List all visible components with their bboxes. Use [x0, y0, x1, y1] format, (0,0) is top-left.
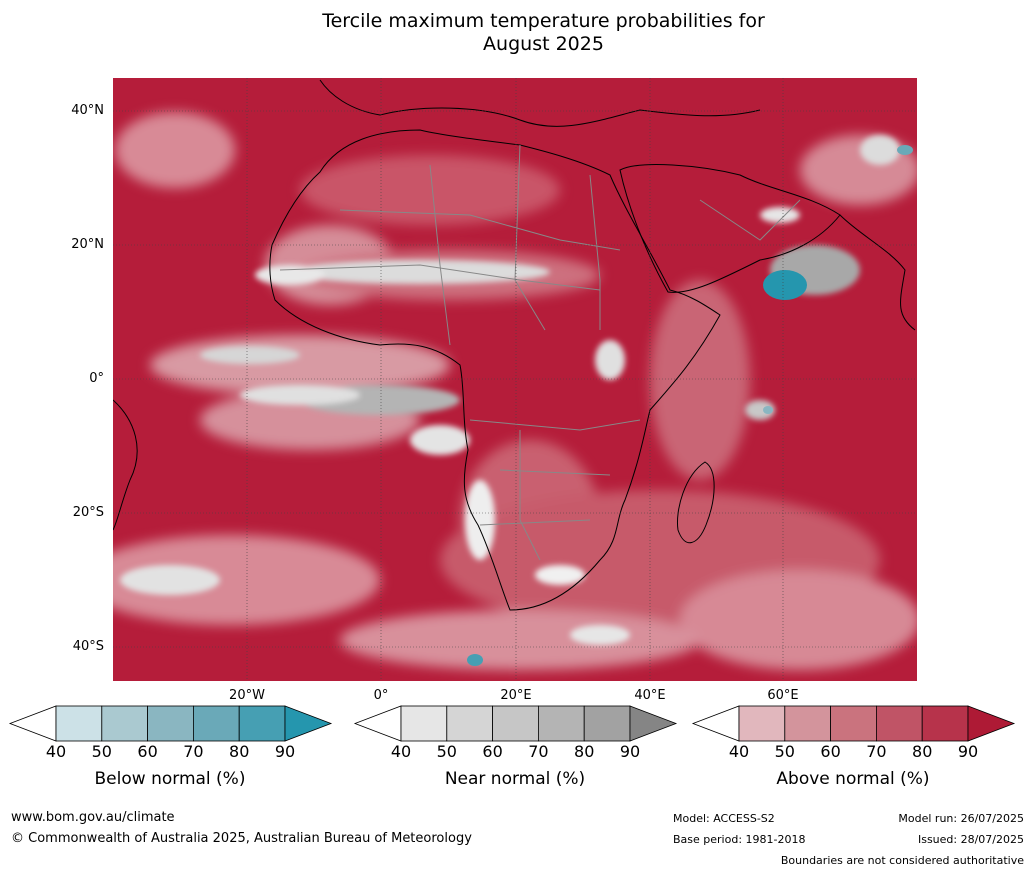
title-line-1: Tercile maximum temperature probabilitie… [322, 10, 765, 32]
below-normal-shading [467, 145, 913, 666]
india-coastline [839, 214, 916, 331]
below-colorbar-segment [147, 705, 194, 742]
lon-label-60e: 60°E [767, 688, 799, 703]
colorbar-above [691, 705, 1016, 742]
near-normal-shading [120, 135, 900, 645]
near-colorbar-segment [583, 705, 631, 742]
above-colorbar-segment [921, 705, 969, 742]
colorbar-below [8, 705, 333, 742]
title-line-2: August 2025 [483, 33, 604, 55]
above-colorbar-tick-label: 70 [866, 742, 887, 761]
lat-label-0: 0° [89, 371, 104, 386]
lon-label-40e: 40°E [634, 688, 666, 703]
lat-label-40s: 40°S [72, 639, 104, 654]
above-colorbar-tick-label: 40 [728, 742, 750, 761]
lon-label-0: 0° [373, 688, 389, 703]
near-colorbar-segment [538, 705, 585, 742]
europe-coastline [319, 79, 761, 127]
above-colorbar-segment [784, 705, 831, 742]
near-colorbar-tick-label: 40 [390, 742, 412, 761]
above-normal-title: Above normal (%) [776, 769, 930, 789]
graticule [113, 78, 917, 681]
colorbar-near [353, 705, 678, 742]
near-colorbar-tick-label: 70 [528, 742, 549, 761]
south-america-coastline [113, 399, 138, 531]
near-colorbar-segment [400, 705, 448, 742]
below-colorbar-tick-label: 40 [45, 742, 67, 761]
above-colorbar-tick-label: 50 [774, 742, 795, 761]
near-colorbar-tick-label: 50 [436, 742, 457, 761]
below-colorbar-tick-label: 70 [183, 742, 204, 761]
below-colorbar-segment [192, 705, 240, 742]
near-colorbar-max-arrow [629, 705, 678, 742]
country-borders [279, 144, 801, 561]
near-colorbar-segment [446, 705, 493, 742]
above-colorbar-segment [876, 705, 923, 742]
below-colorbar-tick-label: 60 [137, 742, 158, 761]
lon-label-20e: 20°E [500, 688, 532, 703]
base-period: Base period: 1981-2018 [673, 833, 806, 846]
above-colorbar-min-arrow [691, 705, 740, 742]
below-colorbar-tick-label: 90 [274, 742, 296, 761]
above-colorbar-max-arrow [967, 705, 1016, 742]
copyright-text: © Commonwealth of Australia 2025, Austra… [11, 831, 472, 846]
below-colorbar-segment [238, 705, 286, 742]
below-colorbar-tick-label: 50 [91, 742, 112, 761]
boundaries-disclaimer: Boundaries are not considered authoritat… [780, 854, 1024, 867]
near-colorbar-segment [492, 705, 539, 742]
near-colorbar-tick-label: 90 [619, 742, 641, 761]
near-normal-title: Near normal (%) [444, 769, 586, 789]
lat-label-20n: 20°N [71, 237, 104, 252]
madagascar-coastline [676, 461, 715, 543]
lat-label-20s: 20°S [72, 505, 104, 520]
near-colorbar-tick-label: 60 [482, 742, 503, 761]
below-colorbar-max-arrow [284, 705, 333, 742]
near-colorbar-tick-label: 80 [574, 742, 595, 761]
map-title: Tercile maximum temperature probabilitie… [0, 10, 1035, 56]
below-colorbar-segment [101, 705, 149, 742]
africa-coastline [269, 129, 721, 611]
above-colorbar-segment [738, 705, 786, 742]
above-colorbar-tick-label: 90 [957, 742, 979, 761]
lon-label-20w: 20°W [229, 688, 265, 703]
above-colorbar-segment [830, 705, 877, 742]
below-colorbar-segment [55, 705, 103, 742]
below-colorbar-min-arrow [8, 705, 57, 742]
above-colorbar-tick-label: 60 [820, 742, 841, 761]
below-colorbar-tick-label: 80 [229, 742, 250, 761]
above-colorbar-tick-label: 80 [912, 742, 933, 761]
coastlines [113, 79, 916, 611]
model-run-date: Model run: 26/07/2025 [898, 812, 1024, 825]
near-colorbar-min-arrow [353, 705, 402, 742]
website-link[interactable]: www.bom.gov.au/climate [11, 810, 175, 825]
model-name: Model: ACCESS-S2 [673, 812, 775, 825]
lat-label-40n: 40°N [71, 103, 104, 118]
below-normal-title: Below normal (%) [94, 769, 246, 789]
issued-date: Issued: 28/07/2025 [917, 833, 1024, 846]
